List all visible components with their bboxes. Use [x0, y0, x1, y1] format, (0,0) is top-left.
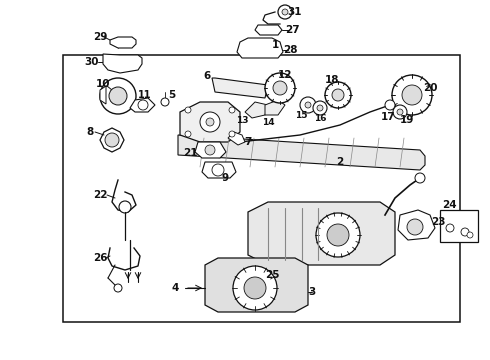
- Circle shape: [415, 173, 425, 183]
- Circle shape: [392, 75, 432, 115]
- Circle shape: [385, 100, 395, 110]
- Text: 14: 14: [262, 117, 274, 126]
- Circle shape: [119, 201, 131, 213]
- Circle shape: [244, 277, 266, 299]
- Text: 1: 1: [271, 40, 279, 50]
- Circle shape: [233, 266, 277, 310]
- Circle shape: [229, 107, 235, 113]
- Circle shape: [317, 105, 323, 111]
- Circle shape: [185, 131, 191, 137]
- Text: 3: 3: [308, 287, 316, 297]
- Text: 31: 31: [288, 7, 302, 17]
- Circle shape: [407, 219, 423, 235]
- Polygon shape: [103, 54, 142, 73]
- Circle shape: [300, 97, 316, 113]
- Text: 29: 29: [93, 32, 107, 42]
- Text: 20: 20: [423, 83, 437, 93]
- Polygon shape: [237, 38, 283, 58]
- Text: 28: 28: [283, 45, 297, 55]
- Polygon shape: [202, 162, 236, 178]
- Circle shape: [327, 224, 349, 246]
- Text: 4: 4: [172, 283, 179, 293]
- Circle shape: [402, 85, 422, 105]
- Polygon shape: [205, 258, 308, 312]
- Text: 17: 17: [381, 112, 395, 122]
- Polygon shape: [212, 78, 268, 98]
- Polygon shape: [130, 98, 155, 112]
- Circle shape: [100, 78, 136, 114]
- Circle shape: [273, 81, 287, 95]
- Text: 10: 10: [96, 79, 110, 89]
- Text: 25: 25: [265, 270, 279, 280]
- Text: 8: 8: [86, 127, 94, 137]
- Circle shape: [105, 133, 119, 147]
- Text: 16: 16: [314, 113, 326, 122]
- Polygon shape: [180, 102, 240, 142]
- Polygon shape: [245, 102, 268, 118]
- Circle shape: [393, 105, 407, 119]
- Polygon shape: [228, 132, 245, 145]
- Polygon shape: [100, 86, 106, 104]
- Text: 5: 5: [169, 90, 175, 100]
- Circle shape: [332, 89, 344, 101]
- Circle shape: [313, 101, 327, 115]
- Circle shape: [265, 73, 295, 103]
- Polygon shape: [248, 202, 395, 265]
- Text: 19: 19: [400, 115, 414, 125]
- Text: 30: 30: [85, 57, 99, 67]
- Circle shape: [109, 87, 127, 105]
- Circle shape: [446, 224, 454, 232]
- Text: 15: 15: [295, 111, 307, 120]
- Circle shape: [200, 112, 220, 132]
- Circle shape: [205, 145, 215, 155]
- Text: 21: 21: [183, 148, 197, 158]
- Circle shape: [325, 82, 351, 108]
- Circle shape: [282, 9, 288, 15]
- Polygon shape: [100, 128, 124, 152]
- Bar: [63, 55, 460, 322]
- Text: 12: 12: [278, 70, 292, 80]
- Text: 24: 24: [441, 200, 456, 210]
- Circle shape: [114, 284, 122, 292]
- Polygon shape: [398, 210, 435, 240]
- Text: 2: 2: [336, 157, 343, 167]
- Circle shape: [229, 131, 235, 137]
- Circle shape: [185, 107, 191, 113]
- Text: 26: 26: [93, 253, 107, 263]
- Polygon shape: [265, 100, 285, 115]
- Text: 23: 23: [431, 217, 445, 227]
- Text: 18: 18: [325, 75, 339, 85]
- Text: 9: 9: [221, 173, 228, 183]
- Circle shape: [278, 5, 292, 19]
- Polygon shape: [178, 135, 425, 170]
- Circle shape: [212, 164, 224, 176]
- Circle shape: [397, 109, 403, 115]
- Polygon shape: [255, 25, 282, 35]
- Circle shape: [316, 213, 360, 257]
- Circle shape: [161, 98, 169, 106]
- Text: 22: 22: [93, 190, 107, 200]
- Bar: [440, 210, 478, 242]
- Polygon shape: [195, 142, 226, 158]
- Circle shape: [138, 100, 148, 110]
- Circle shape: [461, 228, 469, 236]
- Text: 6: 6: [203, 71, 211, 81]
- Circle shape: [467, 232, 473, 238]
- Text: 7: 7: [245, 137, 252, 147]
- Circle shape: [206, 118, 214, 126]
- Text: 13: 13: [236, 116, 248, 125]
- Text: 11: 11: [138, 90, 152, 100]
- Circle shape: [305, 102, 311, 108]
- Polygon shape: [110, 37, 136, 48]
- Text: 27: 27: [285, 25, 299, 35]
